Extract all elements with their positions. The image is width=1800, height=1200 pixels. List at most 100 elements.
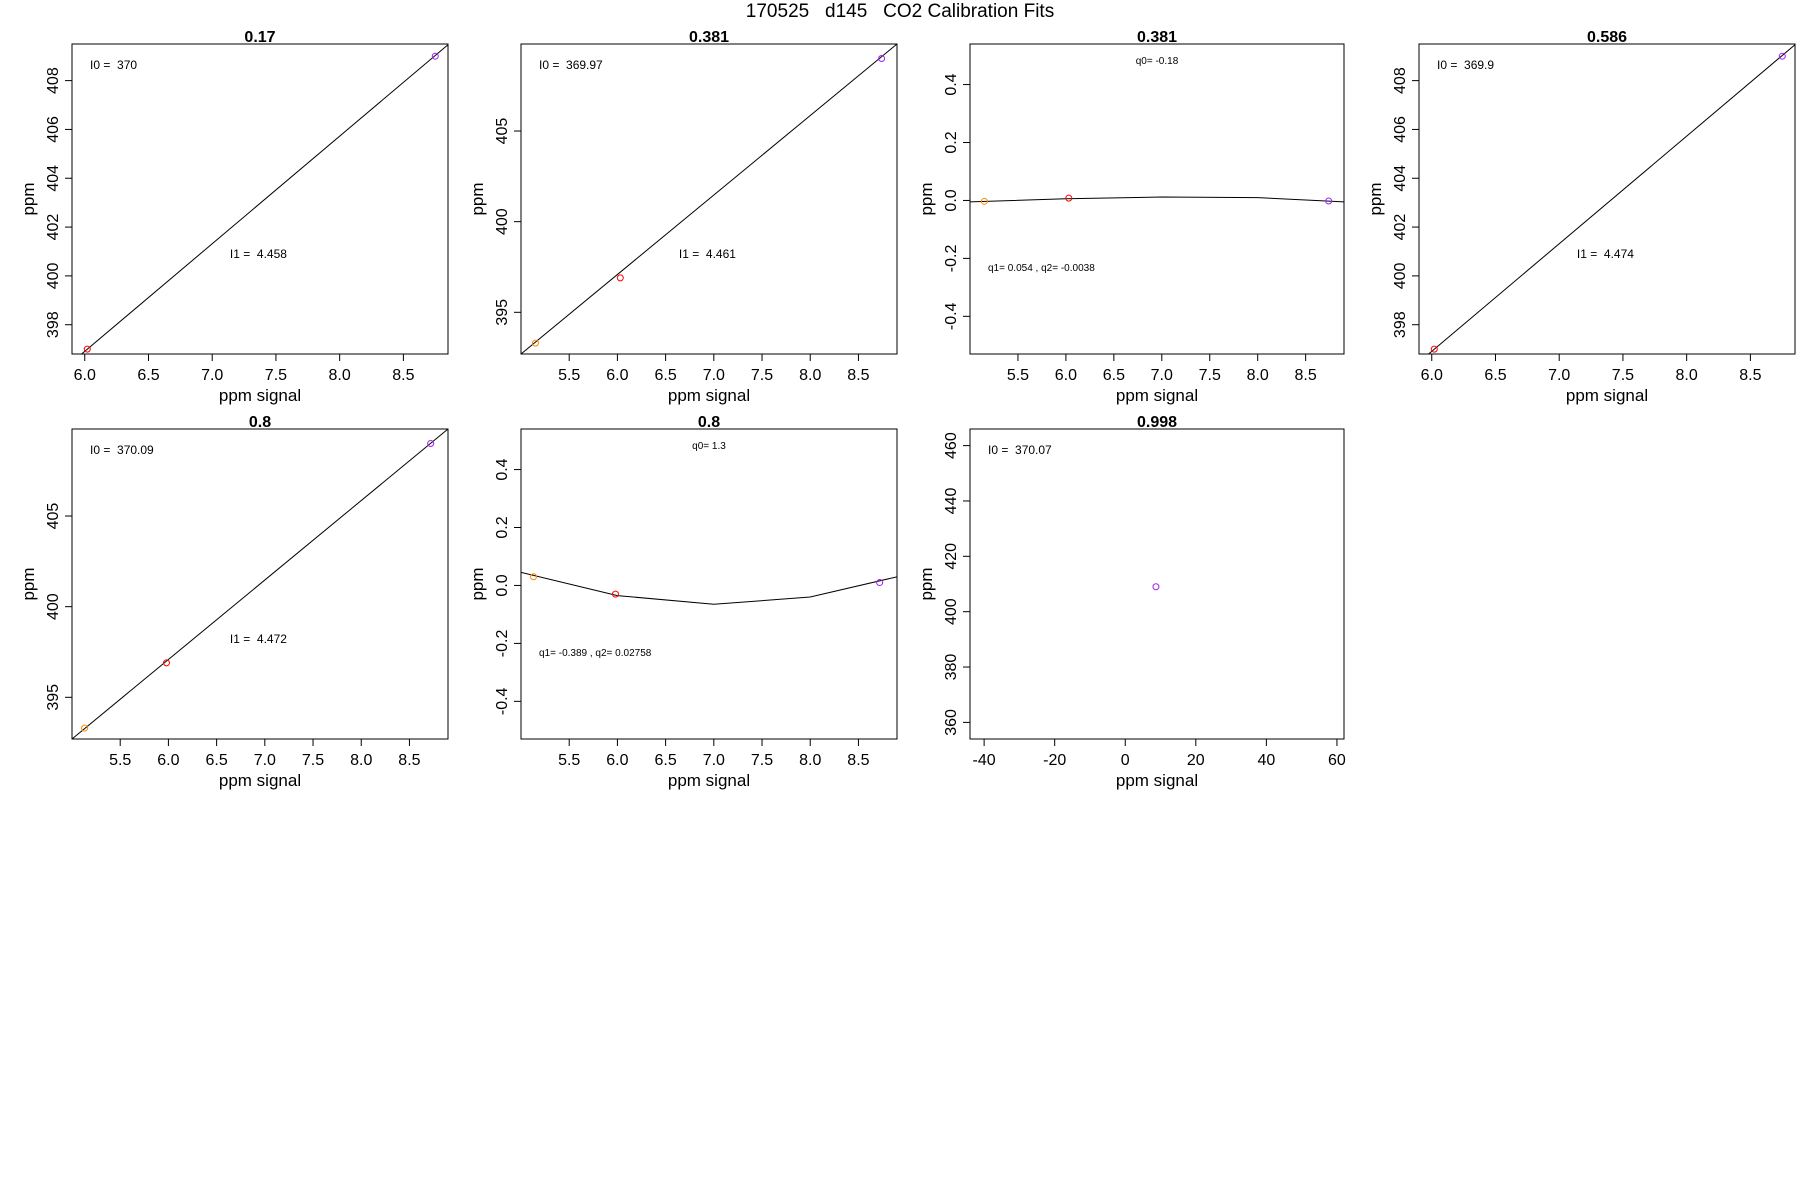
x-tick-label: 6.5	[1103, 367, 1125, 384]
y-tick-label: 398	[45, 311, 62, 338]
y-tick-label: 460	[943, 432, 960, 459]
x-tick-label: 7.5	[302, 752, 324, 769]
data-point-red	[616, 274, 624, 282]
x-tick-label: 7.0	[1548, 367, 1570, 384]
x-tick-label: 40	[1257, 752, 1275, 769]
y-tick-label: 405	[494, 118, 511, 145]
x-tick-label: 6.0	[157, 752, 179, 769]
plot-frame	[520, 428, 898, 740]
y-tick-label: 404	[45, 165, 62, 192]
panel-1: 0.17 6.0 6.5 7.0 7.5 8.0 8.5 398 400 402 404 406 408…	[19, 29, 449, 405]
y-axis-label: ppm	[1366, 182, 1385, 215]
fit-annotation: q0= 1.3	[692, 441, 726, 452]
x-axis-label: ppm signal	[219, 386, 301, 405]
chart-title: 0.8	[698, 414, 720, 431]
y-tick-label: 0.4	[943, 73, 960, 95]
x-tick-label: 8.0	[799, 367, 821, 384]
data-point-orange	[531, 339, 539, 347]
fit-line	[80, 44, 448, 354]
data-point-purple	[878, 55, 886, 63]
data-point-red	[162, 659, 170, 667]
y-tick-label: 420	[943, 543, 960, 570]
data-point-red	[83, 345, 91, 353]
y-tick-label: 400	[45, 262, 62, 289]
data-point-purple	[427, 440, 435, 448]
x-axis-label: ppm signal	[1116, 386, 1198, 405]
data-point-purple	[1778, 52, 1786, 60]
x-axis-label: ppm signal	[668, 386, 750, 405]
x-tick-label: 7.0	[1151, 367, 1173, 384]
x-tick-label: 5.5	[558, 752, 580, 769]
x-tick-label: 8.5	[847, 367, 869, 384]
panel-5: 0.8 5.5 6.0 6.5 7.0 7.5 8.0 8.5 395 400 405 ppm sig…	[19, 414, 449, 790]
y-tick-label: 400	[1392, 262, 1409, 289]
x-axis-label: ppm signal	[1566, 386, 1648, 405]
page-title: 170525 d145 CO2 Calibration Fits	[745, 1, 1055, 22]
x-tick-label: 7.0	[254, 752, 276, 769]
plot-frame	[969, 428, 1345, 740]
data-point-red	[1065, 194, 1073, 202]
y-tick-label: -0.2	[943, 245, 960, 273]
data-point-orange	[980, 197, 988, 205]
y-tick-label: 402	[1392, 214, 1409, 241]
y-tick-label: 398	[1392, 311, 1409, 338]
x-tick-label: 5.5	[109, 752, 131, 769]
y-tick-label: 0.0	[943, 189, 960, 211]
y-tick-label: 0.2	[494, 516, 511, 538]
x-tick-label: 7.5	[751, 752, 773, 769]
y-axis-label: ppm	[19, 182, 38, 215]
data-point-purple	[431, 52, 439, 60]
data-point-purple	[1152, 583, 1160, 591]
fit-annotation: q1= -0.389 , q2= 0.02758	[539, 648, 652, 659]
x-axis-label: ppm signal	[219, 771, 301, 790]
x-tick-label: 8.5	[398, 752, 420, 769]
panel-4: 0.586 6.0 6.5 7.0 7.5 8.0 8.5 398 400 402 404 406 40…	[1366, 29, 1796, 405]
data-point-red	[611, 590, 619, 598]
fit-annotation: I1 = 4.458	[230, 247, 287, 261]
fit-annotation: q1= 0.054 , q2= -0.0038	[988, 263, 1095, 274]
y-tick-label: 395	[45, 684, 62, 711]
fit-line	[970, 196, 1344, 203]
x-tick-label: 8.0	[1247, 367, 1269, 384]
chart-title: 0.586	[1587, 29, 1627, 46]
y-tick-label: 408	[1392, 67, 1409, 94]
plot-frame	[1418, 43, 1796, 355]
y-axis-label: ppm	[917, 182, 936, 215]
x-tick-label: 7.5	[265, 367, 287, 384]
x-axis-label: ppm signal	[668, 771, 750, 790]
y-tick-label: 395	[494, 299, 511, 326]
x-tick-label: 5.5	[1007, 367, 1029, 384]
x-tick-label: 7.5	[1612, 367, 1634, 384]
y-tick-label: 405	[45, 503, 62, 530]
y-tick-label: 400	[943, 598, 960, 625]
fit-annotation: I0 = 369.9	[1437, 58, 1494, 72]
x-tick-label: 5.5	[558, 367, 580, 384]
fit-annotation: I0 = 369.97	[539, 58, 603, 72]
y-tick-label: 406	[1392, 116, 1409, 143]
x-axis-label: ppm signal	[1116, 771, 1198, 790]
x-tick-label: 8.0	[1676, 367, 1698, 384]
y-tick-label: 400	[45, 593, 62, 620]
x-tick-label: 6.5	[654, 752, 676, 769]
y-axis-label: ppm	[917, 567, 936, 600]
fit-annotation: I1 = 4.474	[1577, 247, 1634, 261]
plot-frame	[969, 43, 1345, 355]
x-tick-label: 6.5	[137, 367, 159, 384]
x-tick-label: 8.0	[799, 752, 821, 769]
x-tick-label: 8.0	[329, 367, 351, 384]
plot-frame	[71, 428, 449, 740]
x-tick-label: 8.0	[350, 752, 372, 769]
data-point-red	[1430, 345, 1438, 353]
x-tick-label: 20	[1187, 752, 1205, 769]
fit-annotation: I1 = 4.472	[230, 632, 287, 646]
x-tick-label: 6.5	[1484, 367, 1506, 384]
x-tick-label: -40	[973, 752, 996, 769]
panel-2: 0.381 5.5 6.0 6.5 7.0 7.5 8.0 8.5 395 400 405 ppm s…	[468, 29, 898, 405]
chart-title: 0.8	[249, 414, 271, 431]
data-point-purple	[876, 579, 884, 587]
data-point-orange	[530, 573, 538, 581]
x-tick-label: 0	[1121, 752, 1130, 769]
y-tick-label: 0.0	[494, 574, 511, 596]
plot-frame	[71, 43, 449, 355]
y-tick-label: 0.2	[943, 131, 960, 153]
